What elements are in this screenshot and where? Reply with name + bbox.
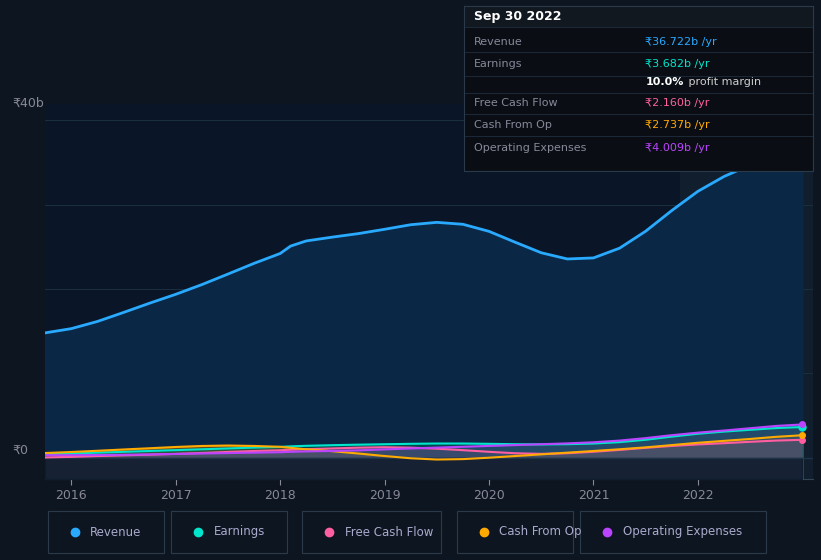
Text: ₹36.722b /yr: ₹36.722b /yr bbox=[645, 37, 717, 47]
Text: Revenue: Revenue bbox=[90, 525, 141, 539]
Bar bbox=[680, 104, 813, 479]
Text: profit margin: profit margin bbox=[686, 77, 762, 87]
Text: Earnings: Earnings bbox=[213, 525, 265, 539]
Text: ₹4.009b /yr: ₹4.009b /yr bbox=[645, 143, 710, 153]
Text: Revenue: Revenue bbox=[475, 37, 523, 47]
Text: Cash From Op: Cash From Op bbox=[499, 525, 582, 539]
Text: ₹40b: ₹40b bbox=[12, 97, 44, 110]
Text: Cash From Op: Cash From Op bbox=[475, 120, 553, 130]
FancyBboxPatch shape bbox=[464, 6, 813, 27]
Text: Operating Expenses: Operating Expenses bbox=[623, 525, 742, 539]
Text: Free Cash Flow: Free Cash Flow bbox=[475, 98, 558, 108]
Text: ₹2.737b /yr: ₹2.737b /yr bbox=[645, 120, 710, 130]
Text: Operating Expenses: Operating Expenses bbox=[475, 143, 587, 153]
Text: ₹0: ₹0 bbox=[12, 444, 28, 458]
Text: Earnings: Earnings bbox=[475, 59, 523, 69]
Text: Free Cash Flow: Free Cash Flow bbox=[345, 525, 433, 539]
Text: ₹2.160b /yr: ₹2.160b /yr bbox=[645, 98, 709, 108]
Text: 10.0%: 10.0% bbox=[645, 77, 684, 87]
Text: ₹3.682b /yr: ₹3.682b /yr bbox=[645, 59, 710, 69]
Text: Sep 30 2022: Sep 30 2022 bbox=[475, 10, 562, 23]
